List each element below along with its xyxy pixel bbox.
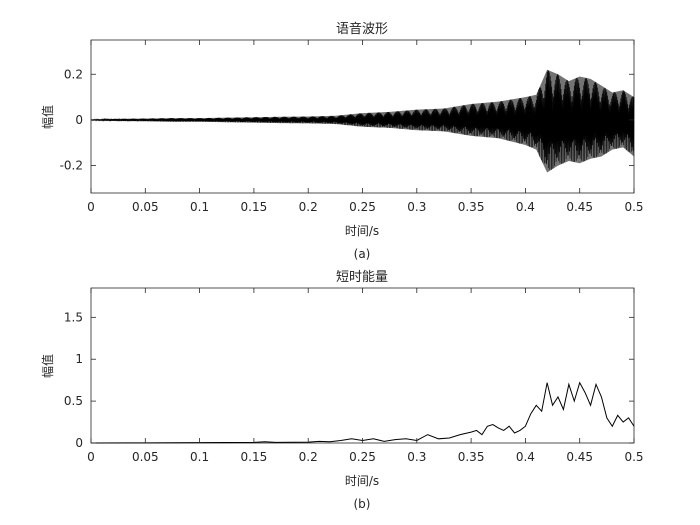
waveform-x-tick-label: 0.2 [299,200,318,214]
energy-y-tick-label: 0.5 [64,394,83,408]
waveform-x-tick-label: 0.35 [458,200,485,214]
waveform-y-ticks: -0.2 0 0.2 [60,67,634,173]
energy-x-tick-label: 0.15 [241,450,268,464]
energy-y-tick-label: 1 [75,352,83,366]
waveform-x-tick-label: 0.25 [349,200,376,214]
energy-y-tick-label: 0 [75,436,83,450]
waveform-x-tick-label: 0.05 [132,200,159,214]
waveform-x-tick-label: 0.4 [516,200,535,214]
energy-x-tick-label: 0.2 [299,450,318,464]
waveform-x-tick-label: 0 [87,200,95,214]
energy-x-tick-label: 0.1 [190,450,209,464]
waveform-y-axis-label: 幅值 [40,105,55,129]
waveform-x-axis-label: 时间/s [345,224,379,238]
energy-x-tick-label: 0 [87,450,95,464]
energy-y-tick-label: 1.5 [64,310,83,324]
energy-x-axis-label: 时间/s [345,474,379,488]
waveform-y-tick-label: -0.2 [60,159,83,173]
waveform-y-tick-label: 0 [75,113,83,127]
energy-x-tick-label: 0.3 [407,450,426,464]
waveform-x-tick-label: 0.15 [241,200,268,214]
energy-x-tick-label: 0.45 [566,450,593,464]
waveform-x-tick-label: 0.5 [624,200,643,214]
energy-x-tick-label: 0.4 [516,450,535,464]
energy-y-axis-label: 幅值 [40,354,55,378]
energy-x-tick-label: 0.05 [132,450,159,464]
energy-x-ticks: 0 0.05 0.1 0.15 0.2 0.25 0.3 0.35 0.4 0.45 0.5 [87,288,644,464]
waveform-x-ticks: 0 0.05 0.1 0.15 0.2 0.25 0.3 0.35 0.4 0.45 0.5 [87,40,644,214]
energy-axes-frame [90,287,635,444]
energy-x-tick-label: 0.5 [624,450,643,464]
energy-series [90,381,635,444]
waveform-x-tick-label: 0.1 [190,200,209,214]
waveform-series [90,70,635,170]
energy-x-tick-label: 0.25 [349,450,376,464]
energy-y-ticks: 0 0.5 1 1.5 [64,310,634,450]
waveform-title: 语音波形 [336,21,388,37]
waveform-x-tick-label: 0.45 [566,200,593,214]
energy-caption: (b) [354,497,371,511]
waveform-y-tick-label: 0.2 [64,67,83,81]
energy-x-tick-label: 0.35 [458,450,485,464]
energy-title: 短时能量 [336,270,388,285]
energy-panel: 0 0.05 0.1 0.15 0.2 0.25 0.3 0.35 0.4 0.45 0.5 0 0.… [40,270,644,511]
waveform-caption: (a) [354,247,371,261]
waveform-x-tick-label: 0.3 [407,200,426,214]
waveform-panel: 0 0.05 0.1 0.15 0.2 0.25 0.3 0.35 0.4 0.45 0.5 -0.… [40,21,644,261]
